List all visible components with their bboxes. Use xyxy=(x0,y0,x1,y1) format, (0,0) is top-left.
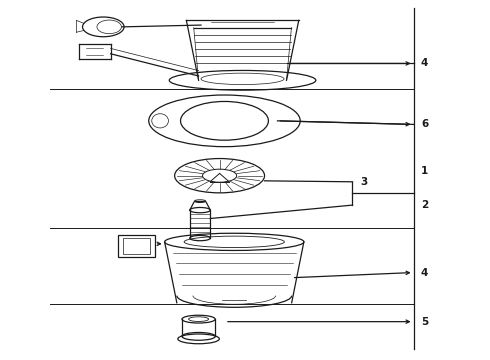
Text: 3: 3 xyxy=(360,177,367,187)
Text: 2: 2 xyxy=(421,200,428,210)
Text: 1: 1 xyxy=(421,166,428,176)
Text: 5: 5 xyxy=(421,317,428,327)
Bar xyxy=(122,238,150,253)
Text: 6: 6 xyxy=(421,120,428,129)
Bar xyxy=(118,234,155,257)
Text: 4: 4 xyxy=(421,267,428,278)
Text: 4: 4 xyxy=(421,58,428,68)
